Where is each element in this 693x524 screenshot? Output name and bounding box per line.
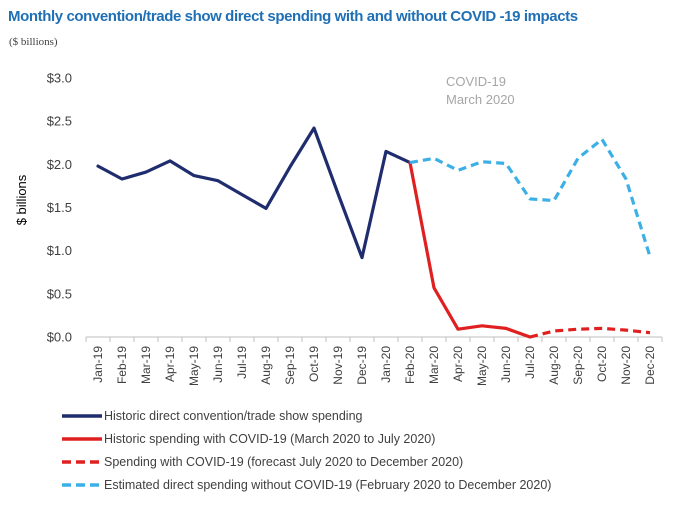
legend-swatch-without-covid	[62, 483, 102, 487]
series-line-historic-spending-with-covid-19-march-2020-to-july-2020	[408, 161, 532, 339]
x-tick-label: Nov-19	[331, 346, 345, 385]
x-tick-label: Dec-20	[643, 346, 657, 385]
line-chart: $0.0 $0.5 $1.0 $1.5 $2.0 $2.5 $3.0 Jan-19 Feb-19…	[14, 71, 663, 386]
legend-item-covid-actual: Historic spending with COVID-19 (March 2…	[60, 428, 690, 451]
legend-swatch-historic	[62, 414, 102, 418]
legend-swatch-covid-forecast	[62, 460, 102, 464]
y-axis-label: $ billions	[14, 174, 29, 225]
x-tick-label: Nov-20	[619, 346, 633, 385]
y-tick-label: $1.5	[47, 200, 72, 215]
x-tick-label: Sep-20	[571, 346, 585, 385]
y-tick-label: $2.5	[47, 114, 72, 129]
x-tick-label: Jun-19	[211, 346, 225, 383]
legend-item-historic: Historic direct convention/trade show sp…	[60, 405, 690, 428]
x-tick-label: Feb-19	[115, 346, 129, 384]
x-tick-label: Aug-19	[259, 346, 273, 385]
legend-label-without-covid: Estimated direct spending without COVID-…	[104, 478, 552, 492]
y-tick-label: $1.0	[47, 243, 72, 258]
x-tick-label: May-20	[475, 346, 489, 386]
x-tick-label: Jun-20	[499, 346, 513, 383]
x-tick-label: Mar-19	[139, 346, 153, 384]
y-tick-label: $2.0	[47, 157, 72, 172]
series-line-estimated-direct-spending-without-covid-19-february-2020-to-december-2020	[409, 137, 652, 258]
legend-swatch-covid-actual	[62, 437, 102, 441]
legend-item-without-covid: Estimated direct spending without COVID-…	[60, 474, 690, 497]
chart-axes: $0.0 $0.5 $1.0 $1.5 $2.0 $2.5 $3.0 Jan-19 Feb-19…	[47, 71, 663, 386]
x-tick-label: Mar-20	[427, 346, 441, 384]
series-line-historic-direct-convention-trade-show-spending	[96, 126, 412, 260]
x-tick-label: Feb-20	[403, 346, 417, 384]
x-tick-label: Aug-20	[547, 346, 561, 385]
x-tick-label: May-19	[187, 346, 201, 386]
legend-label-historic: Historic direct convention/trade show sp…	[104, 409, 363, 423]
x-tick-label: Jan-19	[91, 346, 105, 383]
x-tick-label: Jul-19	[235, 346, 249, 379]
covid-annotation-line-2: March 2020	[446, 92, 515, 107]
x-tick-label: Jan-20	[379, 346, 393, 383]
legend-label-covid-actual: Historic spending with COVID-19 (March 2…	[104, 432, 436, 446]
legend-item-covid-forecast: Spending with COVID-19 (forecast July 20…	[60, 451, 690, 474]
chart-title: Monthly convention/trade show direct spe…	[8, 8, 578, 25]
covid-annotation: COVID-19 March 2020	[446, 74, 515, 107]
x-tick-label: Oct-19	[307, 346, 321, 382]
y-tick-label: $0.0	[47, 330, 72, 345]
chart-legend: Historic direct convention/trade show sp…	[60, 405, 690, 497]
x-tick-label: Jul-20	[523, 346, 537, 379]
x-tick-label: Apr-20	[451, 346, 465, 382]
x-tick-label: Oct-20	[595, 346, 609, 382]
series-line-spending-with-covid-19-forecast-july-2020-to-december-2020	[529, 326, 651, 339]
legend-label-covid-forecast: Spending with COVID-19 (forecast July 20…	[104, 455, 464, 469]
x-tick-label: Apr-19	[163, 346, 177, 382]
chart-series	[96, 126, 652, 339]
covid-annotation-line-1: COVID-19	[446, 74, 506, 89]
x-tick-label: Sep-19	[283, 346, 297, 385]
y-tick-label: $3.0	[47, 71, 72, 86]
y-tick-label: $0.5	[47, 286, 72, 301]
chart-subtitle: ($ billions)	[9, 36, 58, 48]
x-tick-label: Dec-19	[355, 346, 369, 385]
